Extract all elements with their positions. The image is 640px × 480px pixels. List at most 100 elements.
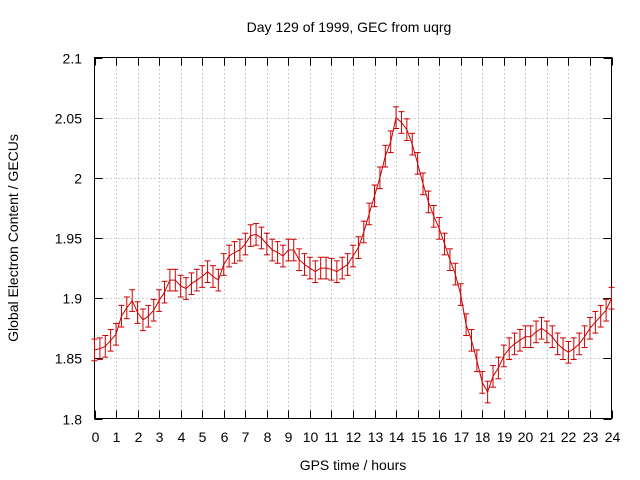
data-point [113, 322, 120, 346]
y-axis-label: Global Electron Content / GECUs [5, 134, 21, 342]
x-tick-label: 18 [475, 429, 491, 445]
gec-series [91, 106, 615, 404]
data-point [134, 301, 141, 324]
data-point [247, 224, 254, 247]
data-point [409, 132, 416, 156]
data-point [554, 332, 561, 356]
plot-frame [94, 57, 612, 419]
data-point [344, 253, 351, 276]
data-point [371, 184, 378, 208]
x-tick-label: 8 [264, 429, 272, 445]
x-tick-label: 1 [113, 429, 121, 445]
y-tick-label: 1.95 [55, 231, 82, 247]
data-point [511, 332, 518, 356]
data-point [177, 274, 184, 298]
data-point [301, 253, 308, 276]
data-point [242, 232, 249, 256]
data-point [592, 310, 599, 334]
data-point [209, 265, 216, 288]
data-point [490, 365, 497, 388]
data-point [102, 334, 109, 358]
data-point [215, 268, 222, 292]
y-tick-label: 1.9 [63, 291, 83, 307]
x-tick-label: 6 [221, 429, 229, 445]
data-point [452, 262, 459, 286]
x-axis-label: GPS time / hours [300, 457, 407, 473]
data-point [226, 244, 233, 268]
x-tick-labels: 0 1 2 3 4 5 6 7 8 9 10 11 12 13 14 15 16 17 18 19 20 21 22 23 24 [92, 429, 621, 445]
data-point [495, 356, 502, 380]
data-point [603, 298, 610, 322]
data-point [118, 304, 125, 328]
data-point [549, 325, 556, 349]
data-point [156, 289, 163, 312]
data-point [436, 217, 443, 240]
data-point [570, 337, 577, 361]
x-tick-label: 17 [454, 429, 470, 445]
data-point [560, 337, 567, 361]
data-point [253, 223, 260, 246]
data-point [96, 337, 103, 361]
data-point [586, 316, 593, 340]
data-point [236, 238, 243, 262]
data-point [274, 241, 281, 264]
data-point [463, 313, 470, 336]
data-point [430, 205, 437, 228]
data-point [366, 202, 373, 226]
data-point [107, 328, 114, 352]
y-tick-labels: 1.8 1.85 1.9 1.95 2 2.05 2.1 [55, 51, 82, 428]
data-point [441, 232, 448, 256]
x-tick-label: 2 [135, 429, 143, 445]
data-point [263, 232, 270, 256]
data-point [183, 277, 190, 300]
data-point [296, 248, 303, 271]
chart-title: Day 129 of 1999, GEC from uqrg [247, 19, 452, 35]
data-point [204, 260, 211, 284]
x-tick-label: 5 [199, 429, 207, 445]
x-tick-label: 24 [605, 429, 621, 445]
data-point [382, 144, 389, 168]
x-tick-label: 14 [389, 429, 405, 445]
data-point [522, 325, 529, 349]
axis-ticks [94, 57, 613, 420]
y-tick-label: 2.1 [63, 51, 83, 67]
data-point [457, 283, 464, 306]
data-point [328, 257, 335, 281]
data-point [279, 244, 286, 268]
data-point [420, 172, 427, 196]
x-tick-label: 4 [178, 429, 186, 445]
data-point [258, 226, 265, 250]
data-point [581, 325, 588, 349]
data-point [269, 238, 276, 262]
data-point [231, 241, 238, 264]
data-point [306, 256, 313, 280]
data-point [516, 328, 523, 352]
data-point [145, 304, 152, 328]
data-point [425, 190, 432, 214]
data-point [123, 296, 130, 320]
data-point [576, 332, 583, 356]
x-tick-label: 9 [285, 429, 293, 445]
x-tick-label: 12 [346, 429, 362, 445]
data-point [387, 130, 394, 154]
y-tick-label: 1.85 [55, 351, 82, 367]
x-tick-label: 19 [497, 429, 513, 445]
x-tick-label: 13 [368, 429, 384, 445]
x-tick-label: 23 [583, 429, 599, 445]
data-point [350, 244, 356, 268]
data-point [538, 316, 545, 340]
data-point [565, 340, 572, 364]
data-point [597, 304, 604, 328]
y-tick-label: 2.05 [55, 111, 82, 127]
y-tick-label: 2 [74, 171, 82, 187]
data-point [403, 118, 410, 142]
data-point [484, 380, 491, 404]
data-point [150, 298, 157, 322]
data-point [506, 337, 513, 361]
data-point [139, 308, 146, 332]
data-point [500, 344, 507, 368]
data-point [414, 152, 421, 175]
data-point [333, 260, 340, 284]
data-point [188, 272, 195, 296]
